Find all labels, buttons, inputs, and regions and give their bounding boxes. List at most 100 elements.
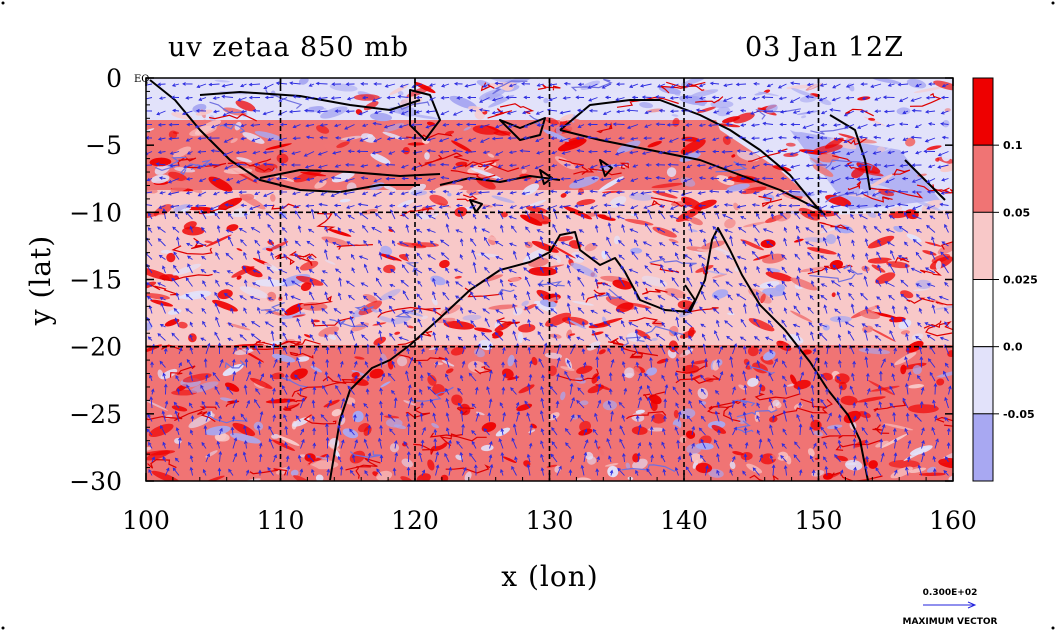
- wind-vector: [521, 164, 531, 169]
- wind-vector: [205, 358, 207, 368]
- wind-vector-head: [742, 402, 747, 407]
- wind-vector: [683, 205, 693, 207]
- field-blob: [937, 242, 953, 255]
- wind-vector: [416, 253, 423, 260]
- wind-vector: [471, 249, 477, 260]
- wind-vector-head: [634, 239, 638, 243]
- wind-vector-head: [334, 164, 339, 168]
- field-blob: [357, 423, 370, 433]
- wind-vector-head: [700, 415, 705, 420]
- wind-vector-head: [240, 413, 245, 418]
- wind-vector-head: [659, 204, 663, 208]
- wind-vector-head: [146, 428, 150, 433]
- wind-vector: [743, 303, 747, 314]
- field-contour: [413, 443, 435, 455]
- field-blob: [271, 433, 280, 439]
- wind-vector-head: [297, 454, 302, 459]
- wind-vector-head: [403, 441, 408, 445]
- field-contour: [873, 400, 907, 412]
- wind-vector-head: [351, 402, 356, 407]
- field-blob: [401, 309, 424, 317]
- wind-vector-head: [453, 81, 458, 86]
- wind-vector-head: [240, 123, 245, 128]
- wind-vector: [907, 440, 911, 449]
- wind-vector-head: [590, 309, 595, 314]
- field-blob: [351, 371, 360, 379]
- wind-vector: [465, 83, 477, 87]
- wind-vector-head: [399, 84, 404, 88]
- wind-vector-head: [390, 389, 395, 394]
- colorbar-label: 0.05: [1003, 206, 1030, 219]
- field-blob: [480, 204, 493, 208]
- wind-vector-head: [729, 469, 733, 473]
- field-blob: [559, 113, 574, 122]
- wind-vector: [217, 225, 220, 233]
- wind-vector-head: [818, 323, 823, 327]
- wind-vector: [284, 238, 288, 247]
- wind-vector-head: [876, 412, 880, 417]
- wind-vector: [146, 97, 153, 100]
- wind-vector-head: [160, 424, 164, 429]
- wind-vector-head: [401, 264, 406, 268]
- wind-vector: [318, 151, 328, 156]
- wind-vector-head: [819, 332, 823, 337]
- wind-vector: [340, 414, 344, 422]
- wind-vector-head: [852, 437, 857, 442]
- wind-vector-head: [456, 96, 461, 100]
- field-blob: [443, 320, 475, 330]
- field-blob: [429, 194, 448, 206]
- x-tick-label: 140: [660, 506, 708, 535]
- wind-vector: [417, 280, 423, 287]
- wind-vector: [460, 307, 463, 314]
- wind-vector: [848, 282, 855, 287]
- wind-vector-head: [235, 162, 240, 167]
- wind-vector-head: [164, 400, 169, 405]
- wind-vector: [379, 252, 382, 260]
- field-blob: [942, 120, 950, 128]
- wind-vector-head: [641, 151, 646, 155]
- wind-vector-head: [926, 334, 931, 339]
- wind-vector-head: [860, 151, 865, 156]
- wind-vector-head: [433, 428, 438, 433]
- wind-vector-head: [161, 410, 166, 415]
- wind-vector-head: [758, 438, 763, 443]
- field-blob: [264, 262, 279, 272]
- wind-vector: [176, 293, 180, 301]
- wind-vector: [656, 177, 666, 179]
- wind-vector-head: [297, 225, 302, 230]
- wind-vector: [631, 191, 639, 196]
- wind-vector: [411, 124, 423, 126]
- wind-vector: [388, 151, 396, 155]
- wind-vector: [538, 358, 544, 368]
- wind-vector: [291, 151, 301, 155]
- wind-vector-head: [867, 387, 871, 392]
- wind-vector-head: [819, 255, 824, 259]
- wind-vector: [705, 358, 707, 368]
- wind-vector-head: [865, 347, 869, 351]
- wind-vector: [670, 205, 679, 210]
- wind-vector-head: [576, 336, 581, 341]
- wind-vector: [338, 346, 342, 355]
- field-blob: [467, 360, 486, 373]
- wind-vector-head: [783, 307, 788, 312]
- wind-vector-head: [809, 294, 814, 299]
- wind-vector: [637, 424, 641, 436]
- wind-vector: [249, 205, 261, 210]
- wind-vector-head: [844, 125, 849, 129]
- wind-vector-head: [239, 295, 244, 299]
- coastline: [149, 79, 420, 193]
- wind-vector: [614, 164, 625, 167]
- wind-vector-head: [669, 206, 674, 210]
- wind-vector-head: [558, 465, 562, 470]
- wind-vector-head: [629, 228, 634, 232]
- wind-vector: [862, 323, 868, 328]
- wind-vector-head: [339, 465, 344, 470]
- wind-vector-head: [733, 343, 738, 348]
- wind-vector-head: [361, 191, 366, 195]
- wind-vector: [799, 372, 804, 382]
- wind-vector: [770, 251, 774, 260]
- wind-vector-head: [604, 333, 609, 338]
- field-blob: [605, 463, 619, 467]
- wind-vector-head: [548, 97, 553, 102]
- wind-vector-head: [655, 175, 660, 180]
